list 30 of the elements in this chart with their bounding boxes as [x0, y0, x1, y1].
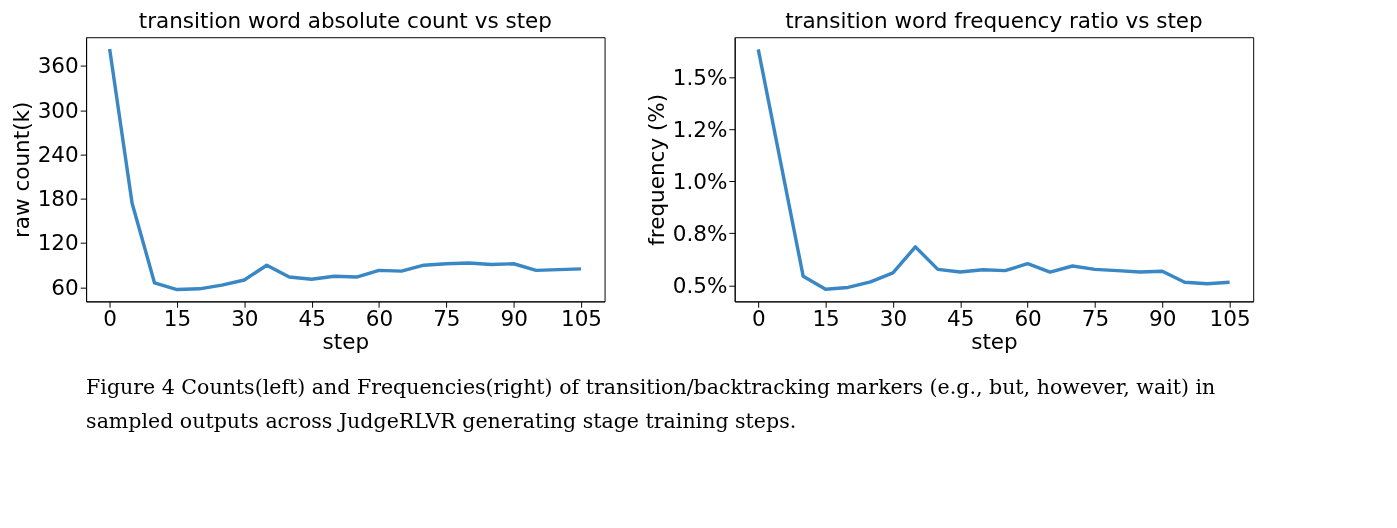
y-tick-label: 300: [37, 97, 79, 123]
y-tick-label: 120: [37, 230, 79, 256]
x-tick-label: 75: [433, 306, 461, 332]
x-tick-label: 0: [751, 306, 766, 332]
x-tick-label: 105: [1209, 306, 1251, 332]
chart-title: transition word frequency ratio vs step: [785, 8, 1203, 34]
x-tick-label: 90: [500, 306, 528, 332]
line-series: [107, 47, 583, 292]
y-tick-label: 1.2%: [672, 116, 728, 142]
y-tick-label: 0.8%: [672, 220, 728, 246]
y-tick-label: 1.5%: [672, 64, 728, 90]
line-series: [756, 47, 1232, 292]
y-tick-label: 0.5%: [672, 272, 728, 298]
x-tick-label: 30: [231, 306, 259, 332]
x-tick-label: 90: [1149, 306, 1177, 332]
y-tick-label: 1.0%: [672, 168, 728, 194]
y-axis-title: raw count(k): [8, 101, 34, 238]
y-tick-label: 360: [37, 53, 79, 79]
y-tick-label: 60: [51, 274, 79, 300]
y-tick-label: 240: [37, 141, 79, 167]
caption: Figure 4 Counts(left) and Frequencies(right) of transition/backtracking markers (e.g., but, however, wait) in sampled outputs across JudgeRLVR generating stage training steps.: [86, 375, 1216, 433]
chart-title: transition word absolute count vs step: [138, 8, 552, 34]
y-axis-title: frequency (%): [643, 93, 669, 246]
x-tick-label: 105: [560, 306, 603, 332]
x-tick-label: 15: [812, 306, 840, 332]
y-tick-label: 180: [37, 186, 79, 212]
x-tick-label: 0: [103, 306, 117, 332]
x-tick-label: 15: [163, 306, 192, 332]
x-tick-label: 75: [1081, 306, 1110, 332]
x-tick-label: 30: [879, 306, 908, 332]
